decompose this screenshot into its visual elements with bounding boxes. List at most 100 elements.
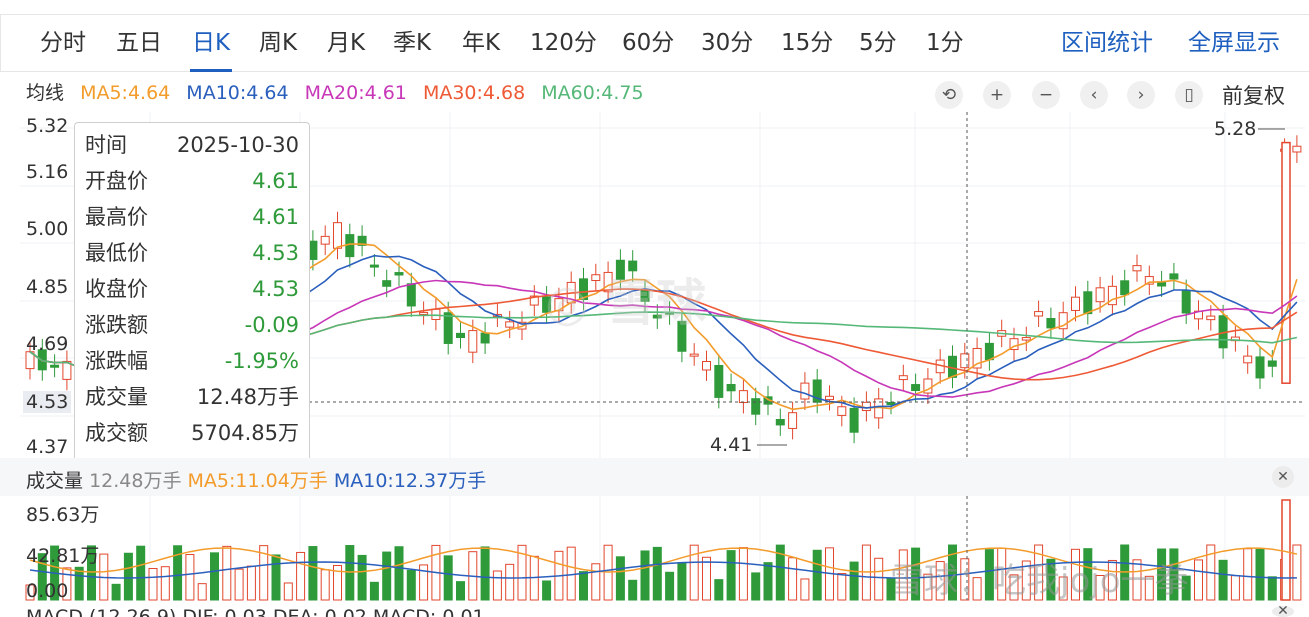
tab-monthly-k[interactable]: 月K bbox=[327, 30, 366, 56]
candle-body bbox=[640, 290, 650, 302]
candle-body bbox=[542, 296, 552, 313]
candle-body bbox=[984, 342, 994, 361]
volume-bar bbox=[923, 573, 933, 601]
volume-bar bbox=[308, 546, 318, 601]
volume-ma5-line bbox=[29, 547, 1298, 573]
volume-bar bbox=[1095, 574, 1105, 601]
volume-ma10-line bbox=[29, 561, 1297, 579]
candle-body bbox=[837, 406, 847, 416]
close-macd-icon[interactable]: ✕ bbox=[1272, 606, 1294, 617]
volume-bar bbox=[960, 558, 970, 601]
tab-60min[interactable]: 60分 bbox=[622, 30, 675, 56]
candle-body bbox=[369, 264, 379, 268]
tab-yearly-k[interactable]: 年K bbox=[462, 30, 501, 56]
volume-bar bbox=[849, 561, 859, 601]
ma30-value: MA30:4.68 bbox=[422, 82, 526, 104]
candle-body bbox=[1281, 141, 1291, 384]
close-volume-icon[interactable]: ✕ bbox=[1272, 466, 1294, 488]
ma20-value: MA20:4.61 bbox=[304, 82, 407, 104]
tooltip-value: 5704.85万 bbox=[191, 421, 299, 445]
candle-style-icon[interactable]: ▯ bbox=[1175, 81, 1203, 109]
volume-legend: 成交量 12.48万手 MA5:11.04万手 MA10:12.37万手 bbox=[26, 466, 486, 493]
tooltip-value: 4.53 bbox=[252, 241, 299, 265]
volume-bar bbox=[357, 554, 367, 601]
tooltip-value: -0.09 bbox=[244, 313, 299, 337]
volume-bar bbox=[1046, 558, 1056, 601]
volume-bar bbox=[726, 550, 736, 601]
candle-body bbox=[1181, 289, 1191, 314]
tab-120min[interactable]: 120分 bbox=[530, 30, 597, 56]
candle-body bbox=[1046, 318, 1056, 329]
candle-body bbox=[677, 320, 687, 352]
volume-bar bbox=[652, 546, 662, 601]
volume-bar bbox=[74, 566, 84, 601]
candle-body bbox=[1021, 337, 1031, 341]
volume-bar bbox=[1255, 548, 1265, 601]
zoom-in-icon[interactable]: + bbox=[983, 81, 1011, 109]
tooltip-row: 成交量 12.48万手 bbox=[85, 379, 299, 415]
ma5-value: MA5:4.64 bbox=[80, 82, 171, 104]
tooltip-label: 最低价 bbox=[85, 241, 148, 265]
candle-body bbox=[911, 384, 921, 391]
volume-bar bbox=[898, 549, 908, 601]
high-price-label: 5.28 bbox=[1214, 118, 1257, 140]
adjust-mode-dropdown[interactable]: 前复权 bbox=[1222, 84, 1285, 108]
tab-15min[interactable]: 15分 bbox=[781, 30, 834, 56]
undo-icon[interactable]: ⟲ bbox=[935, 81, 963, 109]
ma-legend: 均线 MA5:4.64 MA10:4.64 MA20:4.61 MA30:4.6… bbox=[26, 78, 654, 105]
candle-body bbox=[431, 308, 441, 320]
volume-bar bbox=[1181, 575, 1191, 601]
volume-bar bbox=[406, 569, 416, 601]
candle-body bbox=[825, 395, 834, 401]
volume-bar bbox=[972, 577, 982, 601]
tab-intraday[interactable]: 分时 bbox=[40, 30, 86, 56]
price-axis-label: 5.00 bbox=[26, 218, 69, 240]
candle-body bbox=[1083, 291, 1093, 315]
chevron-right-icon[interactable]: › bbox=[1127, 81, 1155, 109]
tooltip-row: 涨跌幅 -1.95% bbox=[85, 343, 299, 379]
fullscreen-button[interactable]: 全屏显示 bbox=[1188, 30, 1280, 56]
candle-body bbox=[394, 272, 404, 276]
tooltip-value: 4.53 bbox=[252, 277, 299, 301]
volume-bar bbox=[320, 569, 330, 601]
tooltip-label: 收盘价 bbox=[85, 277, 148, 301]
chevron-left-icon[interactable]: ‹ bbox=[1080, 81, 1108, 109]
volume-bar bbox=[1292, 544, 1302, 601]
volume-bar bbox=[591, 563, 601, 601]
tab-quarterly-k[interactable]: 季K bbox=[393, 30, 432, 56]
volume-bar bbox=[640, 550, 650, 601]
tab-1min[interactable]: 1分 bbox=[926, 30, 964, 56]
xueqiu-logo-watermark: ◎ 雪球 bbox=[545, 274, 707, 332]
candle-body bbox=[1034, 311, 1044, 317]
volume-bar bbox=[136, 545, 146, 601]
tooltip-label: 成交量 bbox=[85, 385, 148, 409]
interval-stats-button[interactable]: 区间统计 bbox=[1061, 30, 1153, 56]
tab-30min[interactable]: 30分 bbox=[701, 30, 754, 56]
volume-bar bbox=[160, 566, 170, 601]
candle-body bbox=[1255, 356, 1265, 379]
tab-weekly-k[interactable]: 周K bbox=[259, 30, 298, 56]
tab-5min[interactable]: 5分 bbox=[859, 30, 897, 56]
ma-legend-label: 均线 bbox=[26, 82, 65, 104]
tab-daily-k[interactable]: 日K bbox=[189, 15, 233, 72]
candle-body bbox=[591, 274, 601, 282]
volume-bar bbox=[984, 549, 994, 601]
period-tab-bar: 分时 五日 日K 周K 月K 季K 年K 120分 60分 30分 15分 5分… bbox=[0, 14, 1309, 72]
candle-body bbox=[1292, 145, 1302, 153]
price-axis-label: 4.69 bbox=[26, 333, 69, 355]
volume-bar bbox=[123, 552, 133, 601]
candle-body bbox=[443, 312, 453, 344]
zoom-out-icon[interactable]: − bbox=[1032, 81, 1060, 109]
candle-body bbox=[529, 295, 539, 306]
candle-body bbox=[1058, 312, 1068, 330]
candle-body bbox=[812, 379, 822, 403]
volume-bar bbox=[579, 571, 588, 601]
volume-bar bbox=[62, 567, 72, 601]
volume-bar bbox=[763, 562, 773, 601]
tab-five-day[interactable]: 五日 bbox=[116, 30, 162, 56]
candle-body bbox=[972, 347, 982, 369]
candle-body bbox=[775, 419, 785, 426]
candle-body bbox=[615, 259, 625, 281]
volume-bar bbox=[775, 544, 785, 601]
candle-body bbox=[898, 375, 908, 381]
